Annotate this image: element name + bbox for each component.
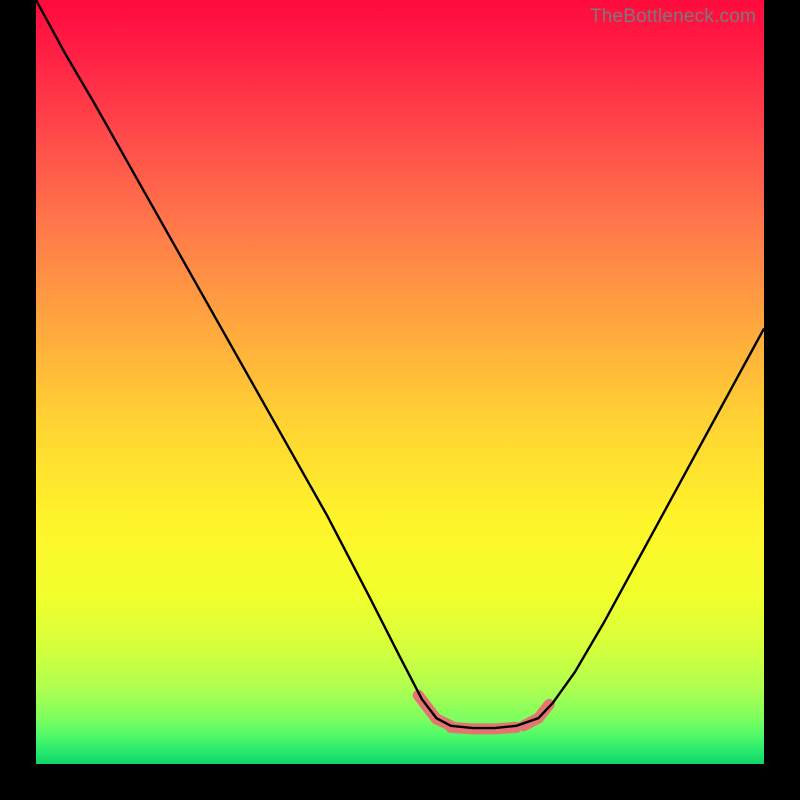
frame-bottom	[0, 764, 800, 800]
frame-left	[0, 0, 36, 800]
bottleneck-curve	[36, 0, 764, 728]
plot-area	[36, 0, 764, 764]
frame-right	[764, 0, 800, 800]
watermark-text: TheBottleneck.com	[590, 6, 756, 28]
curve-layer	[36, 0, 764, 764]
